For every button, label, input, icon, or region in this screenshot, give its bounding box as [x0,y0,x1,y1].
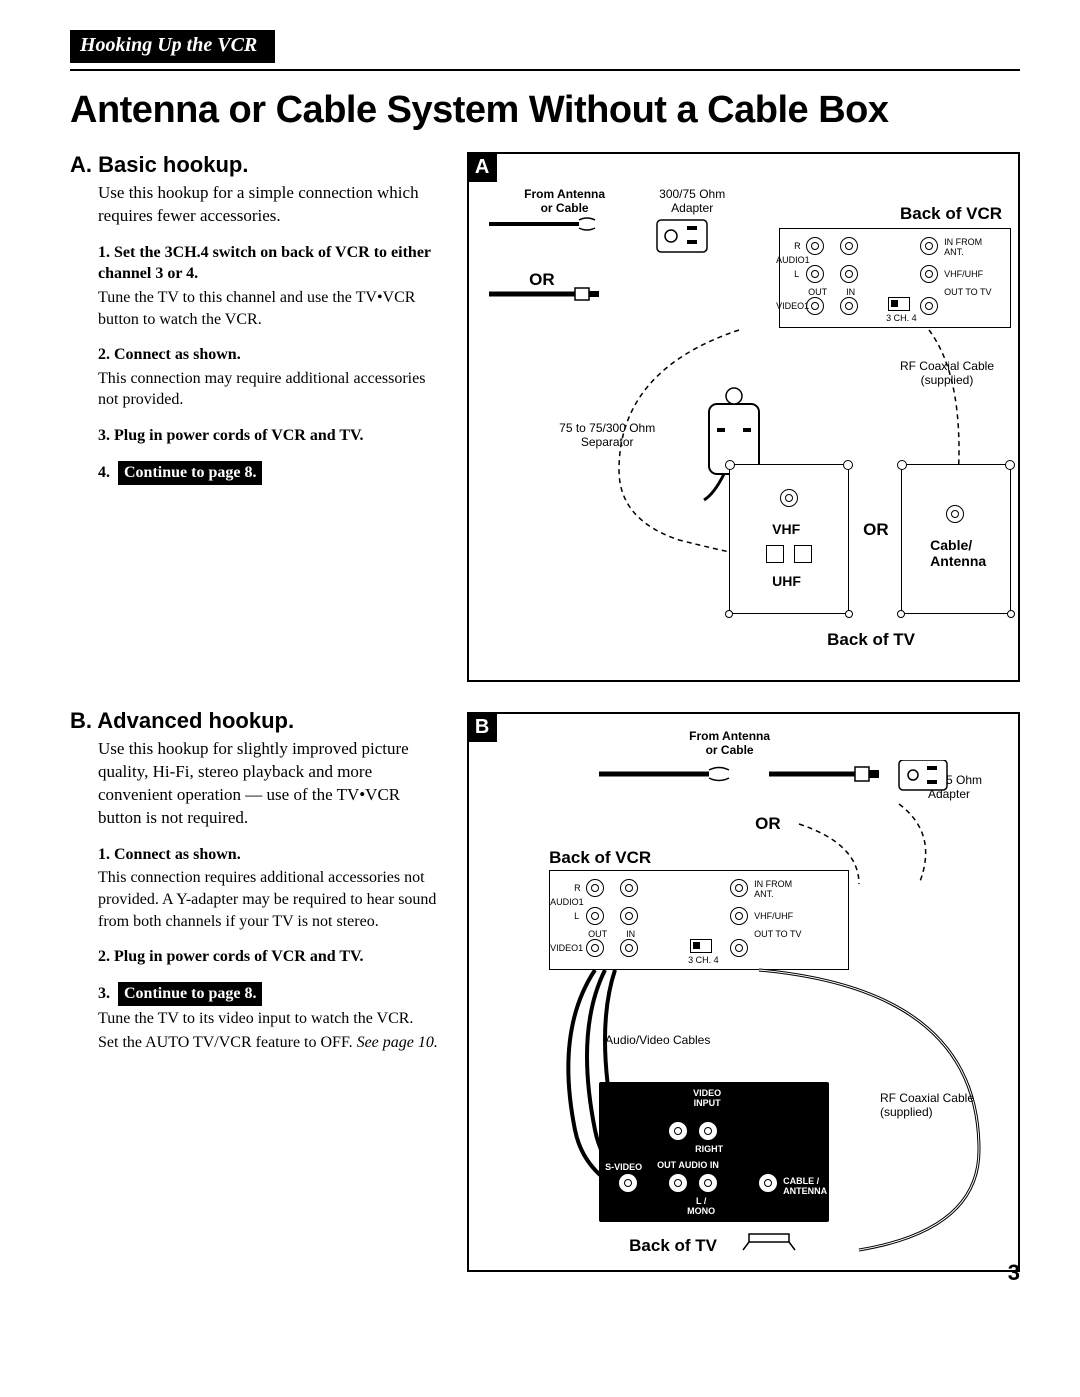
labelA-or-bottom: OR [863,520,889,540]
adapter-a-icon [639,210,719,260]
labelB-back-tv: Back of TV [629,1236,717,1256]
page-title: Antenna or Cable System Without a Cable … [70,89,1020,132]
section-b-row: B. Advanced hookup. Use this hookup for … [70,708,1020,1272]
labelA-separator: 75 to 75/300 Ohm Separator [559,422,655,450]
diagram-a-badge: A [467,152,497,182]
page: Hooking Up the VCR Antenna or Cable Syst… [0,0,1080,1312]
section-a-heading: A. Basic hookup. [70,152,445,178]
stepA2: 2. Connect as shown. This connection may… [98,344,445,411]
antenna-lead-a [489,214,619,304]
stepB3: 3. Continue to page 8. Tune the TV to it… [98,982,445,1054]
diagram-a-wrap: A From Antenna or Cable 300/75 Ohm Adapt… [467,152,1020,682]
section-b-lead: Use this hookup for slightly improved pi… [98,738,445,830]
section-a-text: A. Basic hookup. Use this hookup for a s… [70,152,445,499]
labelB-avcables: Audio/Video Cables [605,1034,710,1048]
labelB-from-antenna: From Antenna or Cable [689,730,770,758]
header-rule [70,69,1020,71]
stepA4: 4. Continue to page 8. [98,461,445,486]
tv-panel-a-vhfuhf: VHF UHF [729,464,849,614]
section-a-steps: 1. Set the 3CH.4 switch on back of VCR t… [98,242,445,485]
section-b-text: B. Advanced hookup. Use this hookup for … [70,708,445,1068]
section-b-steps: 1. Connect as shown. This connection req… [98,844,445,1054]
labelA-from-antenna: From Antenna or Cable [524,188,605,216]
tv-panel-a-cable: Cable/ Antenna [901,464,1011,614]
section-tab: Hooking Up the VCR [70,30,275,63]
section-a-row: A. Basic hookup. Use this hookup for a s… [70,152,1020,682]
labelB-rfcoax: RF Coaxial Cable (supplied) [880,1092,974,1120]
vcr-panel-a: R L AUDIO1 VIDEO1 OUT IN IN FROM ANT. VH… [779,228,1011,328]
diagram-b: B From Antenna or Cable 300/75 Ohm Adapt… [467,712,1020,1272]
labelA-back-tv: Back of TV [827,630,915,650]
labelA-rfcoax: RF Coaxial Cable (supplied) [900,360,994,388]
tv-panel-b: VIDEO INPUT RIGHT OUT AUDIO IN S-VIDEO L… [599,1082,829,1222]
stepB2: 2. Plug in power cords of VCR and TV. [98,946,445,968]
section-a-lead: Use this hookup for a simple connection … [98,182,445,228]
continue-pill-b: Continue to page 8. [118,982,262,1007]
continue-pill-a: Continue to page 8. [118,461,262,486]
section-b-heading: B. Advanced hookup. [70,708,445,734]
diagram-a: A From Antenna or Cable 300/75 Ohm Adapt… [467,152,1020,682]
stepB1: 1. Connect as shown. This connection req… [98,844,445,932]
stepA1: 1. Set the 3CH.4 switch on back of VCR t… [98,242,445,330]
tv-stand-icon [739,1230,799,1254]
stepA3: 3. Plug in power cords of VCR and TV. [98,425,445,447]
diagram-b-wrap: B From Antenna or Cable 300/75 Ohm Adapt… [467,708,1020,1272]
labelA-back-vcr: Back of VCR [900,204,1002,224]
page-number: 3 [1008,1260,1020,1286]
diagram-b-badge: B [467,712,497,742]
